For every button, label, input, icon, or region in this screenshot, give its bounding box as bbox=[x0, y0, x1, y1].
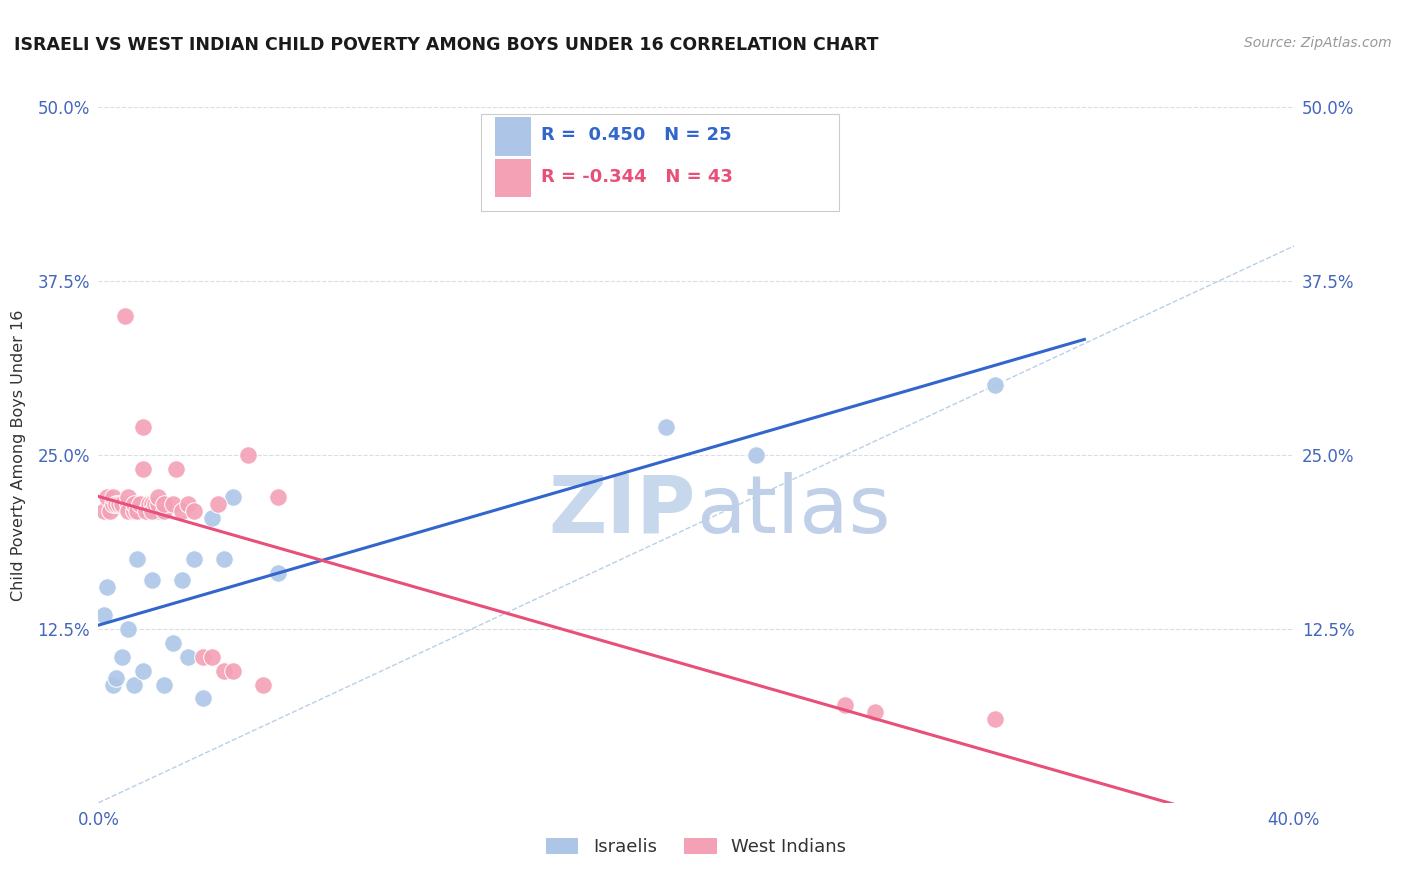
Point bbox=[183, 552, 205, 566]
Point bbox=[191, 649, 214, 664]
Point bbox=[141, 497, 163, 511]
Point bbox=[111, 649, 134, 664]
Point bbox=[201, 510, 224, 524]
Point bbox=[252, 677, 274, 691]
Point bbox=[207, 497, 229, 511]
Point bbox=[103, 677, 125, 691]
Point bbox=[132, 462, 155, 476]
Point bbox=[162, 497, 184, 511]
Point bbox=[127, 552, 149, 566]
Point bbox=[148, 503, 170, 517]
Point bbox=[153, 497, 176, 511]
Point bbox=[177, 649, 200, 664]
Point bbox=[984, 378, 1007, 392]
Point bbox=[117, 497, 139, 511]
Point bbox=[96, 490, 118, 504]
Point bbox=[153, 503, 176, 517]
Point bbox=[212, 664, 235, 678]
Point bbox=[172, 573, 194, 587]
Point bbox=[165, 462, 187, 476]
Point bbox=[984, 712, 1007, 726]
Point bbox=[98, 503, 122, 517]
Point bbox=[105, 497, 128, 511]
Point bbox=[103, 497, 125, 511]
Point bbox=[177, 497, 200, 511]
Point bbox=[117, 622, 139, 636]
Point bbox=[236, 448, 259, 462]
Point bbox=[834, 698, 856, 713]
Point bbox=[132, 664, 155, 678]
Point bbox=[135, 497, 157, 511]
Point bbox=[96, 580, 118, 594]
Text: ZIP: ZIP bbox=[548, 472, 696, 549]
Text: R = -0.344   N = 43: R = -0.344 N = 43 bbox=[541, 168, 733, 186]
Point bbox=[127, 503, 149, 517]
Point bbox=[141, 503, 163, 517]
Point bbox=[124, 497, 146, 511]
FancyBboxPatch shape bbox=[495, 159, 531, 197]
Point bbox=[267, 490, 290, 504]
Point bbox=[114, 309, 136, 323]
Point bbox=[655, 420, 678, 434]
Point bbox=[132, 420, 155, 434]
Point bbox=[124, 503, 146, 517]
Point bbox=[108, 497, 131, 511]
FancyBboxPatch shape bbox=[495, 118, 531, 156]
Point bbox=[124, 677, 146, 691]
Point bbox=[129, 497, 152, 511]
Point bbox=[172, 503, 194, 517]
FancyBboxPatch shape bbox=[481, 114, 839, 211]
Point bbox=[138, 497, 160, 511]
Y-axis label: Child Poverty Among Boys Under 16: Child Poverty Among Boys Under 16 bbox=[11, 310, 27, 600]
Text: atlas: atlas bbox=[696, 472, 890, 549]
Text: ISRAELI VS WEST INDIAN CHILD POVERTY AMONG BOYS UNDER 16 CORRELATION CHART: ISRAELI VS WEST INDIAN CHILD POVERTY AMO… bbox=[14, 36, 879, 54]
Point bbox=[135, 503, 157, 517]
Point bbox=[222, 490, 245, 504]
Point bbox=[267, 566, 290, 581]
Point bbox=[105, 671, 128, 685]
Point bbox=[153, 677, 176, 691]
Point bbox=[183, 503, 205, 517]
Point bbox=[103, 490, 125, 504]
Legend: Israelis, West Indians: Israelis, West Indians bbox=[538, 830, 853, 863]
Point bbox=[143, 497, 166, 511]
Point bbox=[148, 490, 170, 504]
Point bbox=[222, 664, 245, 678]
Point bbox=[93, 503, 115, 517]
Point bbox=[111, 497, 134, 511]
Point bbox=[117, 503, 139, 517]
Text: R =  0.450   N = 25: R = 0.450 N = 25 bbox=[541, 126, 731, 144]
Point bbox=[117, 490, 139, 504]
Point bbox=[201, 649, 224, 664]
Point bbox=[865, 706, 887, 720]
Text: Source: ZipAtlas.com: Source: ZipAtlas.com bbox=[1244, 36, 1392, 50]
Point bbox=[745, 448, 768, 462]
Point bbox=[162, 636, 184, 650]
Point bbox=[148, 497, 170, 511]
Point bbox=[141, 573, 163, 587]
Point bbox=[93, 607, 115, 622]
Point bbox=[212, 552, 235, 566]
Point bbox=[191, 691, 214, 706]
